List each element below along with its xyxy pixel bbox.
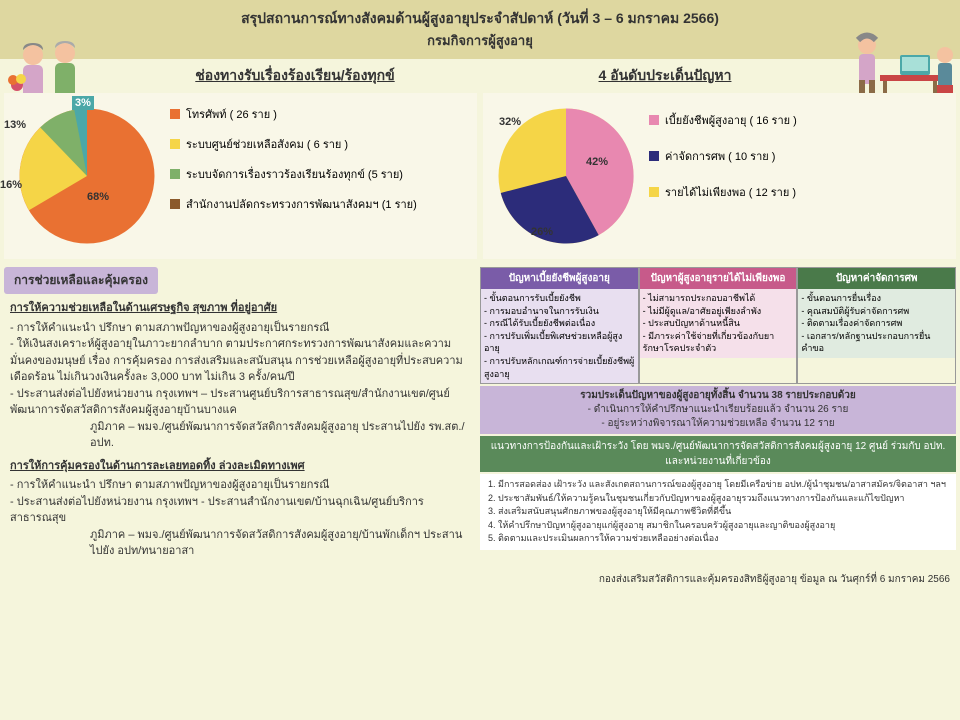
pie2-label-0: 42% [586, 156, 608, 168]
title-right: 4 อันดับประเด็นปัญหา [490, 65, 840, 87]
pie1-label-0: 68% [87, 191, 109, 203]
titles-row: ช่องทางรับเรื่องร้องเรียน/ร้องทุกข์ 4 อั… [0, 59, 960, 93]
charts-row: 3% 13% 16% 68% โทรศัพท์ ( 26 ราย ) ระบบศ… [0, 93, 960, 259]
chart-panel-left: 3% 13% 16% 68% โทรศัพท์ ( 26 ราย ) ระบบศ… [4, 93, 477, 259]
sum-l2: - ดำเนินการให้คำปรึกษาแนะนำเรียบร้อยแล้ว… [488, 403, 948, 417]
g2: 2. ประชาสัมพันธ์/ให้ความรู้คนในชุมชนเกี่… [488, 492, 948, 506]
chart-panel-right: 32% 42% 26% เบี้ยยังชีพผู้สูงอายุ ( 16 ร… [483, 93, 956, 259]
sub1: การให้ความช่วยเหลือในด้านเศรษฐกิจ สุขภาพ… [10, 300, 468, 317]
tb1: - ขั้นตอนการรับเบี้ยยังชีพ - การมอบอำนาจ… [481, 289, 638, 383]
pie2-label-2: 32% [499, 116, 521, 128]
l1-0: โทรศัพท์ ( 26 ราย ) [186, 105, 277, 123]
left-col: การช่วยเหลือและคุ้มครอง การให้ความช่วยเห… [4, 267, 474, 566]
p1: - การให้คำแนะนำ ปรึกษา ตามสภาพปัญหาของผู… [10, 320, 468, 337]
th1: ปัญหาเบี้ยยังชีพผู้สูงอายุ [481, 268, 638, 289]
sub2: การให้การคุ้มครองในด้านการละเลยทอดทิ้ง ล… [10, 458, 468, 475]
summary-box: รวมประเด็นปัญหาของผู้สูงอายุทั้งสิ้น จำน… [480, 386, 956, 434]
p5: - การให้คำแนะนำ ปรึกษา ตามสภาพปัญหาของผู… [10, 477, 468, 494]
bottom-row: การช่วยเหลือและคุ้มครอง การให้ความช่วยเห… [0, 263, 960, 570]
header: สรุปสถานการณ์ทางสังคมด้านผู้สูงอายุประจำ… [0, 0, 960, 59]
l1-1: ระบบศูนย์ช่วยเหลือสังคม ( 6 ราย ) [186, 135, 348, 153]
g5: 5. ติดตามและประเมินผลการให้ความช่วยเหลือ… [488, 532, 948, 546]
l2-0: เบี้ยยังชีพผู้สูงอายุ ( 16 ราย ) [665, 111, 797, 129]
l2-2: รายได้ไม่เพียงพอ ( 12 ราย ) [665, 183, 796, 201]
pie1-label-2: 13% [4, 119, 26, 131]
pie1-label-3: 3% [72, 96, 94, 110]
pie1: 3% 13% 16% 68% [12, 101, 162, 251]
tb2: - ไม่สามารถประกอบอาชีพได้ - ไม่มีผู้ดูแล… [640, 289, 797, 358]
p6: - ประสานส่งต่อไปยังหน่วยงาน กรุงเทพฯ - ป… [10, 494, 468, 527]
sum-l3: - อยู่ระหว่างพิจารณาให้ความช่วยเหลือ จำน… [488, 417, 948, 431]
pie1-label-1: 16% [0, 179, 22, 191]
header-line1: สรุปสถานการณ์ทางสังคมด้านผู้สูงอายุประจำ… [8, 8, 952, 30]
pie1-legend: โทรศัพท์ ( 26 ราย ) ระบบศูนย์ช่วยเหลือสั… [170, 101, 469, 251]
p2: - ให้เงินสงเคราะห์ผู้สูงอายุในภาวะยากลำบ… [10, 336, 468, 386]
guide-box: 1. มีการสอดส่อง เฝ้าระวัง และสังเกตสถานก… [480, 474, 956, 550]
g3: 3. ส่งเสริมสนับสนุนศักยภาพของผู้สูงอายุใ… [488, 505, 948, 519]
p3: - ประสานส่งต่อไปยังหน่วยงาน กรุงเทพฯ – ป… [10, 386, 468, 419]
g4: 4. ให้คำปรึกษาปัญหาผู้สูงอายุแก่ผู้สูงอา… [488, 519, 948, 533]
l1-3: สำนักงานปลัดกระทรวงการพัฒนาสังคมฯ (1 ราย… [186, 195, 417, 213]
tb3: - ขั้นตอนการยื่นเรื่อง - คุณสมบัติผู้รับ… [798, 289, 955, 358]
left-header: การช่วยเหลือและคุ้มครอง [4, 267, 158, 294]
header-line2: กรมกิจการผู้สูงอายุ [8, 30, 952, 51]
left-text: การให้ความช่วยเหลือในด้านเศรษฐกิจ สุขภาพ… [4, 294, 474, 566]
title-left: ช่องทางรับเรื่องร้องเรียน/ร้องทุกข์ [120, 65, 470, 87]
l2-1: ค่าจัดการศพ ( 10 ราย ) [665, 147, 775, 165]
pie2-label-1: 26% [531, 226, 553, 238]
pie2-legend: เบี้ยยังชีพผู้สูงอายุ ( 16 ราย ) ค่าจัดก… [649, 101, 948, 251]
th2: ปัญหาผู้สูงอายุรายได้ไม่เพียงพอ [640, 268, 797, 289]
l1-2: ระบบจัดการเรื่องราวร้องเรียนร้องทุกข์ (5… [186, 165, 403, 183]
p7: ภูมิภาค – พมจ./ศูนย์พัฒนาการจัดสวัสดิการ… [10, 527, 468, 560]
sum-l1: รวมประเด็นปัญหาของผู้สูงอายุทั้งสิ้น จำน… [488, 389, 948, 403]
issues-table: ปัญหาเบี้ยยังชีพผู้สูงอายุ- ขั้นตอนการรั… [480, 267, 956, 384]
guide-head: แนวทางการป้องกันและเฝ้าระวัง โดย พมจ./ศู… [480, 436, 956, 472]
th3: ปัญหาค่าจัดการศพ [798, 268, 955, 289]
footer: กองส่งเสริมสวัสดิการและคุ้มครองสิทธิผู้ส… [0, 570, 960, 589]
right-col: ปัญหาเบี้ยยังชีพผู้สูงอายุ- ขั้นตอนการรั… [480, 267, 956, 566]
p4: ภูมิภาค – พมจ./ศูนย์พัฒนาการจัดสวัสดิการ… [10, 419, 468, 452]
g1: 1. มีการสอดส่อง เฝ้าระวัง และสังเกตสถานก… [488, 478, 948, 492]
pie2: 32% 42% 26% [491, 101, 641, 251]
